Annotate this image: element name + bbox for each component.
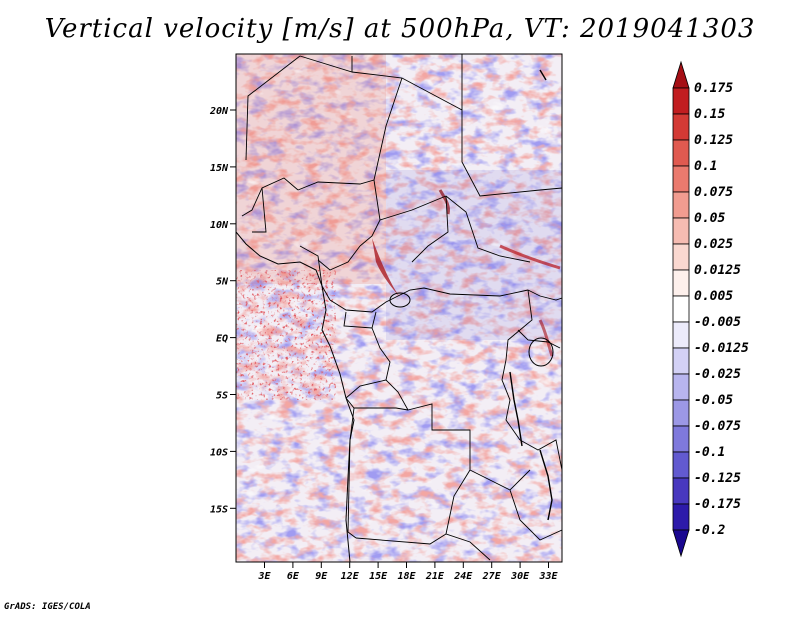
colorbar-cell	[672, 373, 690, 401]
colorbar-cell	[672, 139, 690, 167]
lon-label: 3E	[257, 571, 271, 582]
lat-label: 15S	[210, 504, 228, 515]
colorbar-label: -0.075	[694, 419, 741, 434]
colorbar-cell	[672, 399, 690, 427]
colorbar-label: -0.0125	[694, 341, 749, 356]
colorbar-label: 0.025	[694, 237, 733, 252]
lat-label: 5N	[216, 277, 229, 288]
map-title: Vertical velocity [m/s] at 500hPa, VT: 2…	[44, 14, 756, 44]
colorbar-label: 0.075	[694, 185, 733, 200]
colorbar-label: 0.15	[694, 107, 725, 122]
lon-label: 24E	[453, 571, 473, 582]
colorbar-cell	[672, 165, 690, 193]
vertical-velocity-field	[236, 54, 562, 562]
lon-label: 18E	[397, 571, 416, 582]
lon-label: 21E	[425, 571, 445, 582]
colorbar-label: -0.025	[694, 367, 741, 382]
colorbar-label: 0.1	[694, 159, 717, 174]
colorbar-cell	[672, 321, 690, 349]
colorbar-cell	[672, 191, 690, 219]
lat-label: 10N	[210, 220, 229, 231]
map-frame	[235, 53, 563, 563]
colorbar-cell	[672, 451, 690, 479]
colorbar-label: -0.05	[694, 393, 733, 408]
colorbar-cell	[672, 243, 690, 271]
colorbar-label: 0.05	[694, 211, 725, 226]
lat-label: 5S	[216, 391, 228, 402]
colorbar-label: -0.125	[694, 471, 741, 486]
colorbar: 0.175 0.15 0.125 0.1 0.075 0.05 0.025 0.0125 0.0…	[672, 60, 749, 558]
lon-label: 12E	[341, 571, 360, 582]
colorbar-cell	[672, 425, 690, 453]
colorbar-cell	[672, 113, 690, 141]
colorbar-cell	[672, 87, 690, 115]
lon-label: 6E	[287, 571, 300, 582]
latitude-axis: 20N 15N 10N 5N EQ 5S 10S 15S	[209, 106, 236, 515]
lat-label: EQ	[216, 334, 228, 345]
credit-label: GrADS: IGES/COLA	[4, 602, 91, 612]
lon-label: 33E	[538, 571, 558, 582]
longitude-axis: 3E 6E 9E 12E 15E 18E 21E 24E 27E 30E 33E	[257, 562, 559, 582]
lat-label: 15N	[210, 163, 229, 174]
lon-label: 15E	[369, 571, 388, 582]
colorbar-cell	[672, 217, 690, 245]
colorbar-cell	[672, 529, 690, 558]
country-borders	[236, 54, 562, 562]
colorbar-label: 0.125	[694, 133, 733, 148]
colorbar-label: -0.175	[694, 497, 741, 512]
colorbar-cell	[672, 60, 690, 89]
colorbar-cell	[672, 347, 690, 375]
colorbar-cell	[672, 295, 690, 323]
lon-label: 9E	[315, 571, 328, 582]
colorbar-cell	[672, 269, 690, 297]
lat-label: 20N	[209, 106, 229, 117]
lon-label: 30E	[510, 571, 530, 582]
colorbar-label: -0.2	[694, 523, 725, 538]
colorbar-cell	[672, 503, 690, 531]
colorbar-label: 0.175	[694, 81, 733, 96]
colorbar-label: 0.0125	[694, 263, 741, 278]
lon-label: 27E	[482, 571, 502, 582]
colorbar-label: 0.005	[694, 289, 733, 304]
colorbar-label: -0.005	[694, 315, 741, 330]
lat-label: 10S	[210, 447, 228, 458]
colorbar-label: -0.1	[694, 445, 725, 460]
colorbar-cell	[672, 477, 690, 505]
